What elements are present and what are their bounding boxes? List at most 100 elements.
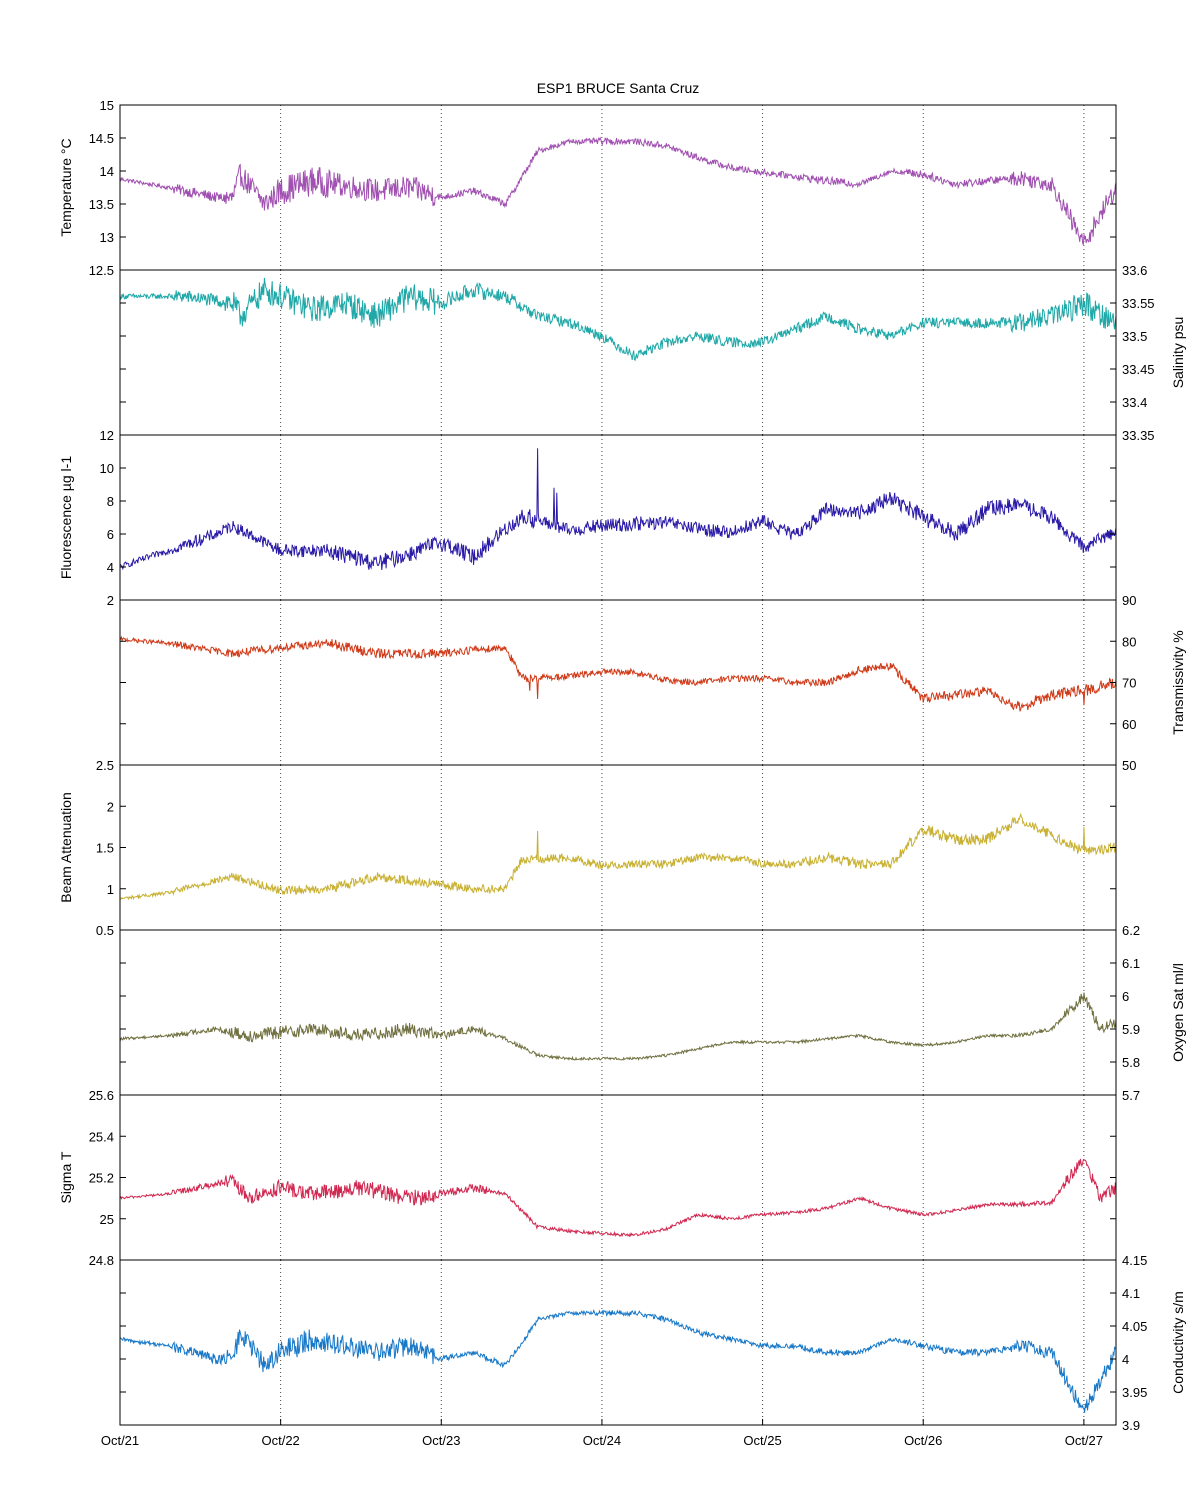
y-tick-label: 4.05: [1122, 1319, 1147, 1334]
panel-frame: [119, 599, 1117, 766]
x-tick-label: Oct/24: [583, 1433, 621, 1448]
y-axis-label-oxygen: Oxygen Sat ml/l: [1170, 963, 1186, 1062]
y-tick: 13.5: [89, 197, 1116, 212]
series-line-beam-attenuation: [119, 812, 1117, 901]
y-tick: 15: [100, 98, 1116, 113]
y-tick-label: 24.8: [89, 1253, 114, 1268]
y-tick-label: 70: [1122, 676, 1136, 691]
y-tick-label: 60: [1122, 717, 1136, 732]
y-tick-label: 14.5: [89, 131, 114, 146]
y-axis-label-transmissivity: Transmissivity %: [1170, 630, 1186, 735]
panel-frame: [119, 434, 1117, 601]
y-tick-label: 6.1: [1122, 956, 1140, 971]
y-tick-label: 3.95: [1122, 1385, 1147, 1400]
y-tick-label: 12: [100, 428, 114, 443]
y-tick: 3.9: [120, 1418, 1140, 1433]
y-tick: 1.5: [96, 841, 1116, 856]
series-line-transmissivity: [119, 635, 1117, 712]
x-tick-label: Oct/25: [743, 1433, 781, 1448]
y-tick: 4.1: [120, 1286, 1140, 1301]
y-tick: 25.6: [89, 1088, 1116, 1103]
y-tick: 3.95: [120, 1385, 1147, 1400]
y-tick-label: 33.4: [1122, 395, 1147, 410]
y-tick-label: 4: [1122, 1352, 1129, 1367]
y-tick-label: 25: [100, 1212, 114, 1227]
x-axis: Oct/21 Oct/22 Oct/23 Oct/24 Oct/25 Oct/26 Oct/…: [101, 1419, 1103, 1448]
x-tick-label: Oct/22: [261, 1433, 299, 1448]
y-tick: 33.5: [120, 329, 1147, 344]
y-tick-label: 12.5: [89, 263, 114, 278]
panel-sigma-t: 24.8 25 25.2 25.4 25.6 Sigma T: [58, 1088, 1117, 1268]
panel-salinity: 33.35 33.4 33.45 33.5 33.55 33.6 Salinity psu: [119, 263, 1186, 443]
y-tick: 5.9: [120, 1022, 1140, 1037]
y-tick: 14: [100, 164, 1116, 179]
y-tick-label: 4.1: [1122, 1286, 1140, 1301]
y-tick-label: 33.5: [1122, 329, 1147, 344]
y-tick-label: 33.6: [1122, 263, 1147, 278]
y-tick-label: 13: [100, 230, 114, 245]
chart-title: ESP1 BRUCE Santa Cruz: [537, 80, 700, 96]
y-axis-label-sigma-t: Sigma T: [58, 1151, 74, 1203]
y-tick: 1: [107, 882, 1116, 897]
y-tick: 12: [100, 428, 1116, 443]
series-line-conductivity: [119, 1308, 1117, 1413]
y-tick: 60: [120, 717, 1136, 732]
y-tick: 6: [107, 527, 1116, 542]
y-tick: 33.55: [120, 296, 1155, 311]
y-tick-label: 6: [1122, 989, 1129, 1004]
y-tick-label: 33.45: [1122, 362, 1155, 377]
panel-beam-attenuation: 0.5 1 1.5 2 2.5 Beam Attenuation: [58, 758, 1117, 938]
y-tick-label: 6: [107, 527, 114, 542]
y-tick: 33.45: [120, 362, 1155, 377]
y-tick: 2.5: [96, 758, 1116, 773]
y-tick: 4: [120, 1352, 1129, 1367]
y-tick-label: 25.4: [89, 1129, 114, 1144]
x-tick-label: Oct/27: [1065, 1433, 1103, 1448]
y-tick-label: 80: [1122, 634, 1136, 649]
y-axis-label-beam-attenuation: Beam Attenuation: [58, 792, 74, 903]
y-tick: 13: [100, 230, 1116, 245]
panel-transmissivity: 50 60 70 80 90 Transmissivity %: [119, 593, 1186, 773]
y-tick: 25.4: [89, 1129, 1116, 1144]
panel-frame: [119, 1094, 1117, 1261]
panel-fluorescence: 2 4 6 8 10 12 Fluorescence µg l-1: [58, 428, 1117, 608]
series-line-oxygen: [119, 992, 1117, 1062]
panel-oxygen: 5.7 5.8 5.9 6 6.1 6.2 Oxygen Sat ml/l: [119, 923, 1186, 1103]
y-tick: 8: [107, 494, 1116, 509]
x-tick-label: Oct/21: [101, 1433, 139, 1448]
y-tick-label: 25.2: [89, 1171, 114, 1186]
x-tick-label: Oct/26: [904, 1433, 942, 1448]
panel-frame: [119, 764, 1117, 931]
y-tick: 4: [107, 560, 1116, 575]
y-tick: 2: [107, 799, 1116, 814]
y-tick-label: 33.55: [1122, 296, 1155, 311]
y-tick-label: 8: [107, 494, 114, 509]
y-tick-label: 5.9: [1122, 1022, 1140, 1037]
series-line-fluorescence: [119, 448, 1117, 571]
y-tick-label: 3.9: [1122, 1418, 1140, 1433]
y-axis-label-fluorescence: Fluorescence µg l-1: [58, 456, 74, 579]
series-line-temperature: [119, 136, 1117, 245]
y-tick-label: 4.15: [1122, 1253, 1147, 1268]
panel-conductivity: 3.9 3.95 4 4.05 4.1 4.15 Conductivity s/m: [119, 1253, 1186, 1433]
y-tick-label: 1.5: [96, 841, 114, 856]
y-tick: 4.05: [120, 1319, 1147, 1334]
y-tick: 25.2: [89, 1171, 1116, 1186]
y-tick-label: 0.5: [96, 923, 114, 938]
y-tick-label: 5.7: [1122, 1088, 1140, 1103]
y-tick-label: 90: [1122, 593, 1136, 608]
y-axis-label-salinity: Salinity psu: [1170, 317, 1186, 389]
y-tick: 33.4: [120, 395, 1147, 410]
y-tick-label: 13.5: [89, 197, 114, 212]
y-tick-label: 14: [100, 164, 114, 179]
y-tick: 4.15: [120, 1253, 1147, 1268]
y-tick-label: 5.8: [1122, 1055, 1140, 1070]
y-tick-label: 50: [1122, 758, 1136, 773]
y-tick: 6.1: [120, 956, 1140, 971]
y-tick: 33.6: [120, 263, 1147, 278]
y-tick-label: 2.5: [96, 758, 114, 773]
y-tick-label: 33.35: [1122, 428, 1155, 443]
